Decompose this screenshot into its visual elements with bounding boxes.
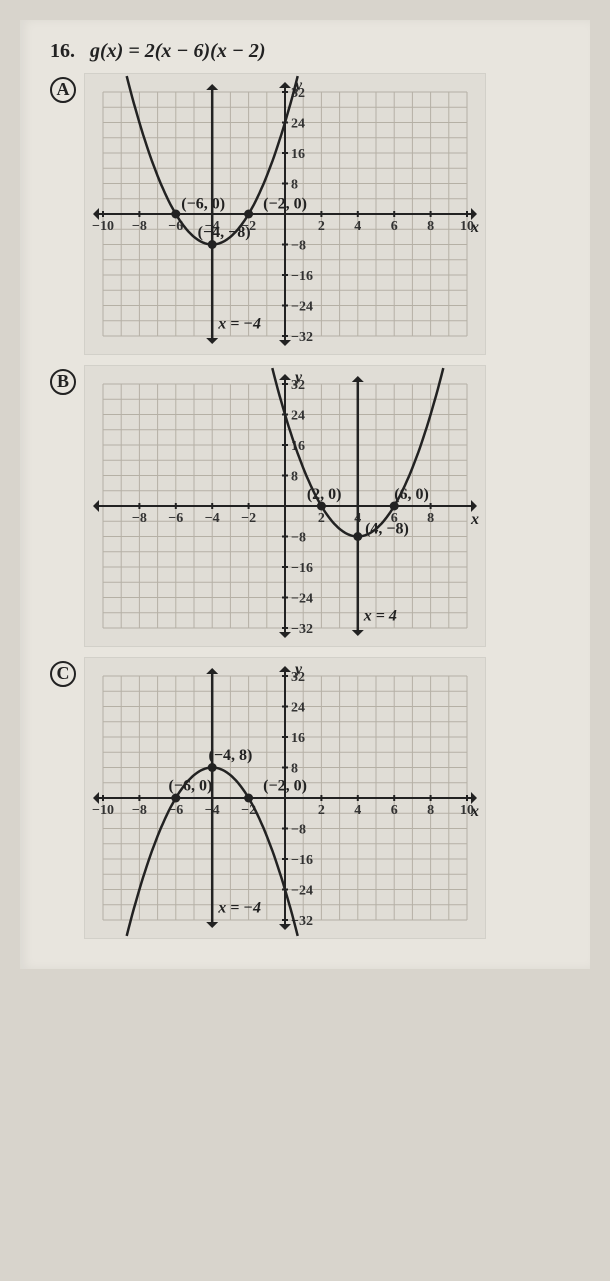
svg-text:8: 8	[291, 762, 298, 777]
svg-text:−8: −8	[132, 219, 147, 234]
svg-text:2: 2	[318, 803, 325, 818]
svg-text:(−6, 0): (−6, 0)	[181, 196, 225, 213]
svg-text:−24: −24	[291, 884, 313, 899]
svg-text:−2: −2	[241, 511, 256, 526]
svg-text:(−2, 0): (−2, 0)	[263, 777, 307, 794]
choice-c: C−10−8−6−4−2246810−32−24−16−88162432xyx …	[50, 657, 575, 939]
choice-b: B−8−6−4−22468−32−24−16−88162432xyx = 4(2…	[50, 365, 575, 647]
svg-text:−8: −8	[291, 823, 306, 838]
svg-text:x: x	[470, 511, 479, 528]
chart-c: −10−8−6−4−2246810−32−24−16−88162432xyx =…	[84, 657, 486, 939]
svg-text:−32: −32	[291, 330, 313, 345]
svg-text:−8: −8	[132, 511, 147, 526]
svg-text:8: 8	[427, 219, 434, 234]
question-line: 16. g(x) = 2(x − 6)(x − 2)	[50, 40, 575, 63]
svg-text:6: 6	[391, 803, 398, 818]
svg-text:2: 2	[318, 511, 325, 526]
svg-text:−24: −24	[291, 592, 313, 607]
svg-text:−16: −16	[291, 561, 313, 576]
svg-text:8: 8	[427, 803, 434, 818]
svg-text:(2, 0): (2, 0)	[307, 486, 342, 503]
svg-text:4: 4	[354, 219, 361, 234]
choice-label: B	[50, 365, 84, 395]
svg-text:−24: −24	[291, 300, 313, 315]
svg-text:−4: −4	[205, 511, 220, 526]
chart-a: −10−8−6−4−2246810−32−24−16−88162432xyx =…	[84, 73, 486, 355]
choices-container: A−10−8−6−4−2246810−32−24−16−88162432xyx …	[50, 73, 575, 939]
page: 16. g(x) = 2(x − 6)(x − 2) A −10 −8 −6 −4 −2 2…	[20, 20, 590, 969]
svg-text:x = −4: x = −4	[217, 315, 261, 332]
svg-text:y: y	[293, 661, 303, 678]
choice-label: A	[50, 73, 84, 103]
chart-b: −8−6−4−22468−32−24−16−88162432xyx = 4(2,…	[84, 365, 486, 647]
choice-a: A−10−8−6−4−2246810−32−24−16−88162432xyx …	[50, 73, 575, 355]
question-equation: g(x) = 2(x − 6)(x − 2)	[90, 40, 266, 62]
svg-text:(−4, −8): (−4, −8)	[198, 224, 251, 241]
svg-text:(−2, 0): (−2, 0)	[263, 196, 307, 213]
svg-text:−8: −8	[291, 531, 306, 546]
svg-text:24: 24	[291, 409, 305, 424]
svg-text:−6: −6	[168, 511, 183, 526]
question-number: 16.	[50, 40, 75, 62]
svg-text:x: x	[470, 803, 479, 820]
svg-text:8: 8	[427, 511, 434, 526]
svg-text:x: x	[470, 219, 479, 236]
svg-text:4: 4	[354, 803, 361, 818]
svg-text:24: 24	[291, 701, 305, 716]
svg-text:16: 16	[291, 147, 305, 162]
svg-text:−10: −10	[92, 219, 114, 234]
svg-text:−8: −8	[132, 803, 147, 818]
svg-text:−8: −8	[291, 239, 306, 254]
svg-text:8: 8	[291, 178, 298, 193]
svg-text:−10: −10	[92, 803, 114, 818]
svg-text:x = −4: x = −4	[217, 899, 261, 916]
svg-text:24: 24	[291, 117, 305, 132]
svg-text:(−6, 0): (−6, 0)	[169, 777, 213, 794]
svg-text:8: 8	[291, 470, 298, 485]
choice-label: C	[50, 657, 84, 687]
svg-text:x = 4: x = 4	[363, 607, 397, 624]
svg-text:2: 2	[318, 219, 325, 234]
svg-text:y: y	[293, 369, 303, 386]
svg-text:(−4, 8): (−4, 8)	[209, 747, 253, 764]
svg-text:−32: −32	[291, 622, 313, 637]
svg-text:−16: −16	[291, 269, 313, 284]
svg-text:−16: −16	[291, 853, 313, 868]
svg-text:(4, −8): (4, −8)	[365, 520, 409, 537]
svg-text:6: 6	[391, 219, 398, 234]
svg-text:16: 16	[291, 731, 305, 746]
svg-text:(6, 0): (6, 0)	[394, 486, 429, 503]
